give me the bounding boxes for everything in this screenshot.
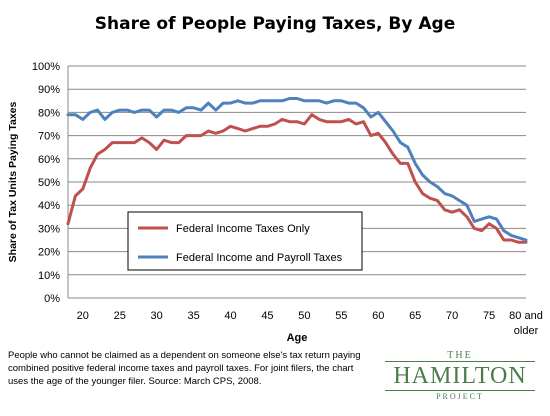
y-tick-label: 40% [38, 200, 60, 212]
series-line-1 [66, 113, 528, 244]
x-tick-label: 40 [224, 310, 236, 322]
x-tick-label: 55 [335, 310, 347, 322]
y-tick-label: 100% [32, 61, 60, 73]
chart-title: Share of People Paying Taxes, By Age [94, 14, 456, 34]
y-tick-label: 80% [38, 107, 60, 119]
x-tick-label: 60 [372, 310, 384, 322]
logo-the-text: THE [447, 350, 473, 361]
series-line-2 [66, 97, 528, 242]
x-tick-label: 45 [261, 310, 273, 322]
legend-label: Federal Income Taxes Only [176, 223, 310, 235]
x-tick-label: 80 and older [509, 310, 543, 337]
logo-name-text: HAMILTON [385, 361, 535, 391]
y-tick-label: 0% [44, 293, 60, 305]
y-tick-label: 70% [38, 131, 60, 143]
hamilton-project-logo: THE HAMILTON PROJECT [382, 350, 538, 410]
y-tick-label: 60% [38, 154, 60, 166]
y-axis-title: Share of Tax Units Paying Taxes [7, 102, 19, 263]
y-tick-label: 90% [38, 84, 60, 96]
x-tick-label: 25 [114, 310, 126, 322]
legend-box [127, 211, 363, 271]
x-tick-label: 70 [446, 310, 458, 322]
x-tick-label: 35 [187, 310, 199, 322]
source-note: People who cannot be claimed as a depend… [8, 350, 361, 387]
legend-label: Federal Income and Payroll Taxes [176, 252, 343, 264]
y-tick-label: 50% [38, 177, 60, 189]
x-tick-label: 20 [77, 310, 89, 322]
x-tick-label: 50 [298, 310, 310, 322]
y-tick-label: 20% [38, 247, 60, 259]
x-tick-label: 30 [151, 310, 163, 322]
x-tick-label: 65 [409, 310, 421, 322]
y-tick-label: 10% [38, 270, 60, 282]
logo-project-text: PROJECT [436, 392, 484, 401]
x-tick-label: 75 [483, 310, 495, 322]
y-tick-label: 30% [38, 223, 60, 235]
x-axis-title: Age [287, 332, 308, 344]
line-chart: 0% 10% 20% 30% 40% 50% 60% 70% 80% 90% 100% 20 25 30 3… [7, 61, 543, 344]
